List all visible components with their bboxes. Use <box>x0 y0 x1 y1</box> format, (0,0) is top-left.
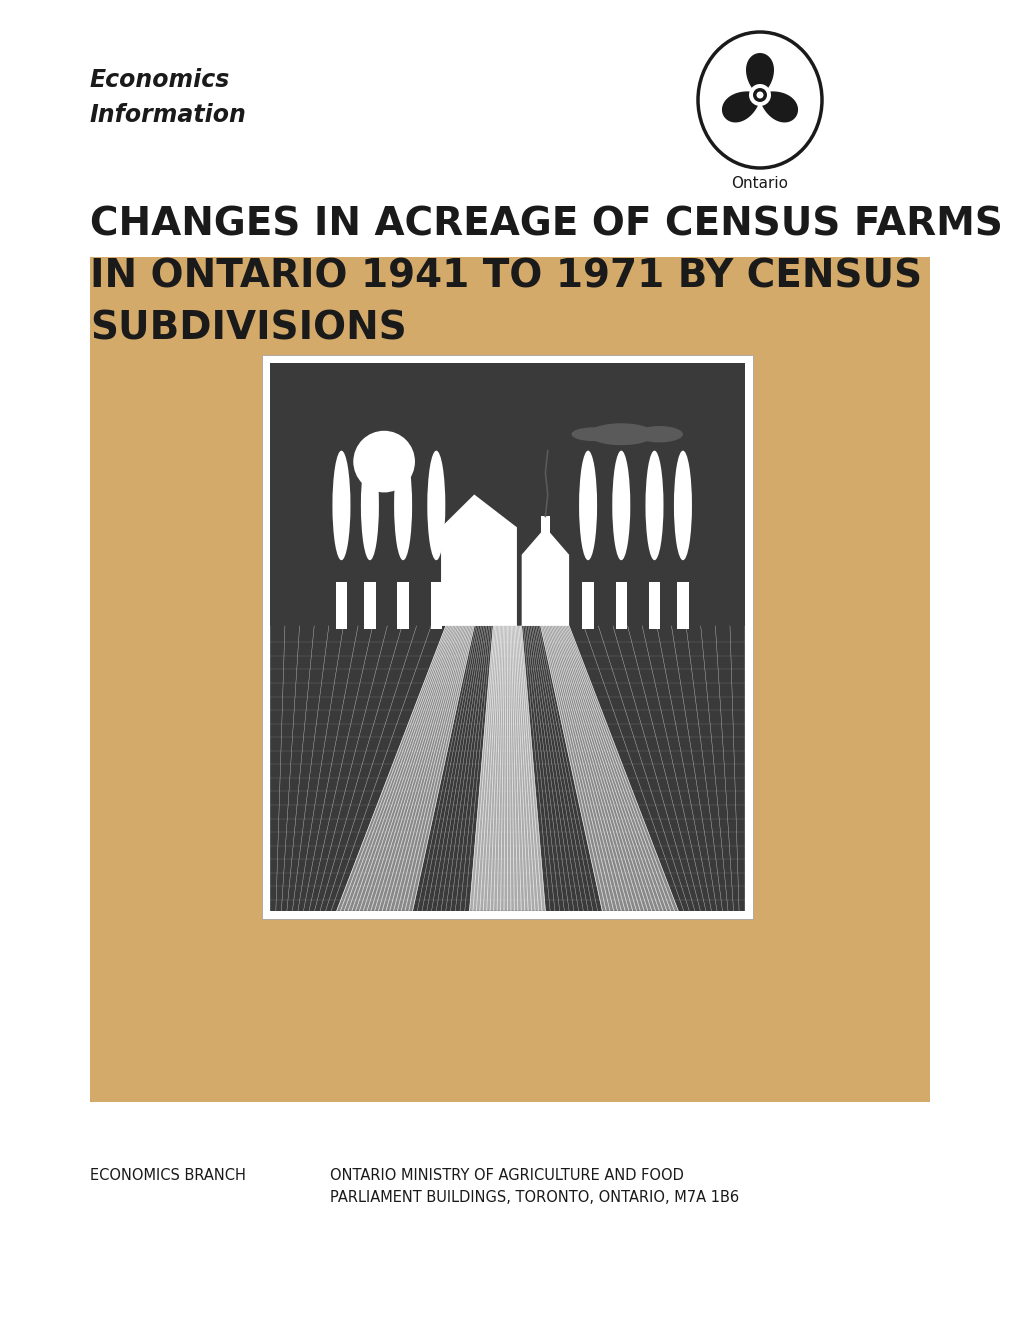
Bar <box>430 582 441 628</box>
Polygon shape <box>759 91 797 123</box>
Bar <box>615 582 627 628</box>
Bar <box>582 582 593 628</box>
Ellipse shape <box>427 450 445 560</box>
Bar <box>648 582 659 628</box>
Bar <box>397 582 409 628</box>
Polygon shape <box>521 626 601 911</box>
Bar <box>270 363 744 911</box>
Polygon shape <box>413 626 493 911</box>
Ellipse shape <box>571 428 613 441</box>
Polygon shape <box>440 495 517 626</box>
Ellipse shape <box>752 88 766 102</box>
Polygon shape <box>469 626 545 911</box>
Text: SUBDIVISIONS: SUBDIVISIONS <box>90 309 407 347</box>
Text: Information: Information <box>90 103 247 127</box>
Ellipse shape <box>748 84 770 106</box>
Text: CHANGES IN ACREAGE OF CENSUS FARMS: CHANGES IN ACREAGE OF CENSUS FARMS <box>90 205 1002 243</box>
Bar <box>364 582 375 628</box>
Polygon shape <box>521 528 569 626</box>
Text: IN ONTARIO 1941 TO 1971 BY CENSUS: IN ONTARIO 1941 TO 1971 BY CENSUS <box>90 257 921 294</box>
Bar <box>90 257 929 1102</box>
Ellipse shape <box>361 450 378 560</box>
Text: Ontario: Ontario <box>731 176 788 191</box>
Polygon shape <box>336 626 474 911</box>
Ellipse shape <box>393 450 412 560</box>
Text: ECONOMICS BRANCH: ECONOMICS BRANCH <box>90 1168 246 1183</box>
Ellipse shape <box>756 91 763 99</box>
Text: ONTARIO MINISTRY OF AGRICULTURE AND FOOD: ONTARIO MINISTRY OF AGRICULTURE AND FOOD <box>330 1168 683 1183</box>
Ellipse shape <box>588 424 654 445</box>
Ellipse shape <box>579 450 596 560</box>
Ellipse shape <box>611 450 630 560</box>
Bar <box>262 355 752 919</box>
Circle shape <box>353 430 415 492</box>
Ellipse shape <box>635 426 683 442</box>
Text: PARLIAMENT BUILDINGS, TORONTO, ONTARIO, M7A 1B6: PARLIAMENT BUILDINGS, TORONTO, ONTARIO, … <box>330 1191 739 1205</box>
Bar <box>677 582 688 628</box>
Polygon shape <box>745 53 773 95</box>
Bar <box>335 582 346 628</box>
Polygon shape <box>540 626 678 911</box>
Polygon shape <box>540 516 549 554</box>
Polygon shape <box>569 626 744 911</box>
Text: Economics: Economics <box>90 69 230 92</box>
Polygon shape <box>721 91 759 123</box>
Ellipse shape <box>674 450 691 560</box>
Ellipse shape <box>332 450 351 560</box>
Polygon shape <box>270 626 445 911</box>
Ellipse shape <box>645 450 662 560</box>
Ellipse shape <box>697 32 821 168</box>
